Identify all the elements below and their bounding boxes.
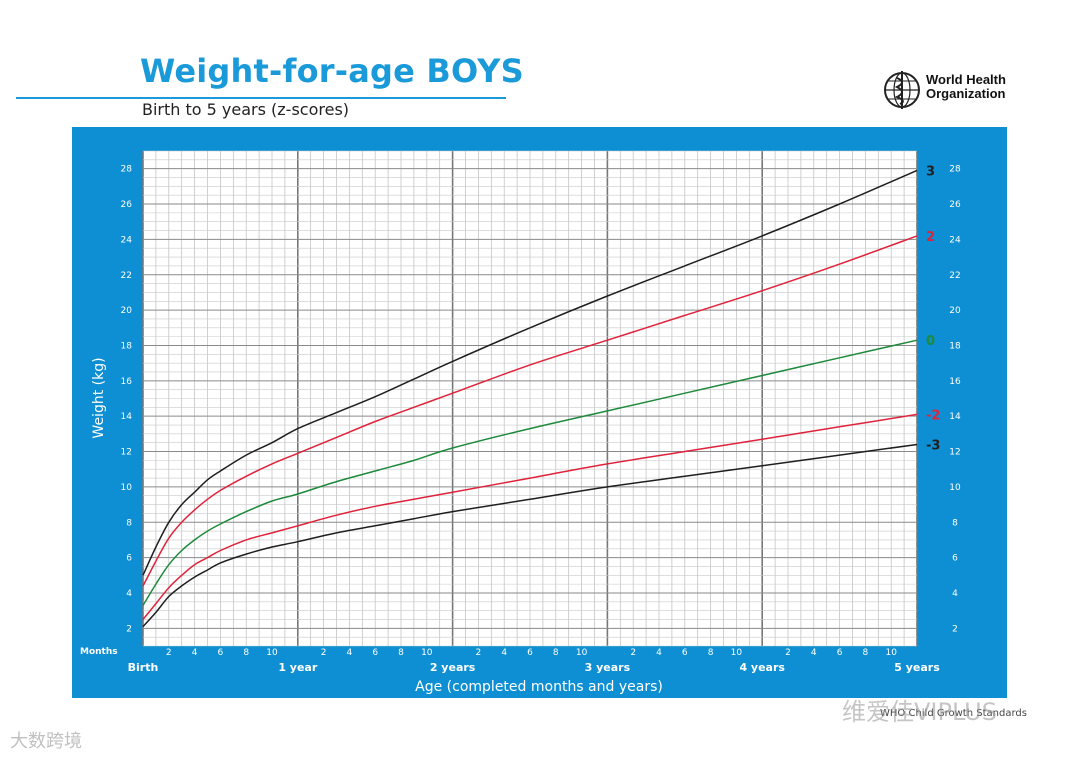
y-tick-label-left: 4 [126,589,132,599]
x-tick-label-month: 6 [837,648,843,658]
who-logo-text: World Health Organization [926,73,1006,101]
y-tick-label-left: 26 [121,200,133,210]
x-tick-label-year: 4 years [739,661,785,674]
x-tick-label-month: 8 [708,648,714,658]
z-score-line-minus3 [142,443,918,628]
months-label: Months [80,647,118,657]
x-axis-label: Age (completed months and years) [415,679,663,695]
y-tick-label-right: 16 [949,377,961,387]
y-tick-label-left: 8 [126,518,132,528]
y-tick-label-right: 8 [952,518,958,528]
y-tick-label-right: 18 [949,341,961,351]
y-tick-label-left: 18 [121,341,133,351]
y-tick-label-right: 12 [949,448,960,458]
x-tick-label-month: 4 [347,648,353,658]
x-tick-label-year: Birth [128,661,159,674]
y-tick-label-left: 24 [121,235,133,245]
chart-title: Weight-for-age BOYS [140,52,524,90]
source-note: WHO Child Growth Standards [880,708,1027,719]
y-axis-label: Weight (kg) [91,357,107,438]
y-tick-label-right: 2 [952,624,958,634]
y-tick-label-left: 10 [121,483,133,493]
y-tick-label-left: 28 [121,165,133,175]
x-tick-label-year: 5 years [894,661,940,674]
y-tick-label-left: 6 [126,554,132,564]
x-tick-label-month: 6 [682,648,688,658]
x-tick-label-month: 4 [656,648,662,658]
x-tick-label-month: 4 [501,648,507,658]
y-tick-label-right: 14 [949,412,961,422]
y-tick-label-left: 12 [121,448,132,458]
x-tick-label-month: 6 [372,648,378,658]
x-tick-label-month: 2 [476,648,482,658]
x-tick-label-month: 10 [266,648,278,658]
y-tick-label-right: 20 [949,306,961,316]
z-score-line-2 [142,235,918,587]
watermark-viplus: 维爱佳VIPLUS [842,698,997,726]
z-score-line-minus2 [142,413,918,620]
y-tick-label-right: 26 [949,200,961,210]
y-tick-label-right: 6 [952,554,958,564]
watermark-dashujing: 大数跨境 [10,731,82,752]
y-tick-label-right: 4 [952,589,958,599]
who-emblem-icon [884,71,920,109]
x-tick-label-year: 3 years [585,661,631,674]
x-tick-label-month: 10 [421,648,433,658]
who-logo-line2: Organization [926,86,1006,101]
x-tick-label-month: 10 [576,648,588,658]
z-score-label-3: 3 [926,164,935,179]
x-tick-label-month: 8 [553,648,559,658]
x-tick-label-month: 4 [811,648,817,658]
z-score-label-minus2: -2 [926,408,940,423]
y-tick-label-left: 20 [121,306,133,316]
title-underline [16,97,506,99]
x-tick-label-month: 6 [218,648,224,658]
x-tick-label-month: 8 [398,648,404,658]
x-tick-label-month: 6 [527,648,533,658]
x-tick-label-month: 2 [166,648,172,658]
z-score-label-2: 2 [926,230,935,245]
y-tick-label-right: 24 [949,235,961,245]
x-tick-label-month: 2 [785,648,791,658]
z-score-line-0 [142,339,918,606]
x-tick-label-month: 8 [243,648,249,658]
y-tick-label-left: 22 [121,271,132,281]
y-tick-label-left: 16 [121,377,133,387]
x-tick-label-month: 2 [630,648,636,658]
z-score-label-0: 0 [926,334,935,349]
y-tick-label-left: 2 [126,624,132,634]
x-tick-label-month: 2 [321,648,327,658]
y-tick-label-right: 22 [949,271,960,281]
y-tick-label-right: 28 [949,165,961,175]
x-tick-label-year: 1 year [278,661,318,674]
y-tick-label-left: 14 [121,412,133,422]
y-tick-label-right: 10 [949,483,961,493]
x-tick-label-month: 10 [731,648,743,658]
x-tick-label-month: 8 [863,648,869,658]
x-tick-label-month: 4 [192,648,198,658]
x-tick-label-year: 2 years [430,661,476,674]
chart-subtitle: Birth to 5 years (z-scores) [142,100,350,119]
chart-grid [142,150,918,647]
z-score-label-minus3: -3 [926,438,940,453]
z-score-line-3 [142,169,918,576]
who-logo-line1: World Health [926,72,1006,87]
chart-series: 3 2 0 -2 -3 [142,164,940,628]
x-tick-label-month: 10 [885,648,897,658]
